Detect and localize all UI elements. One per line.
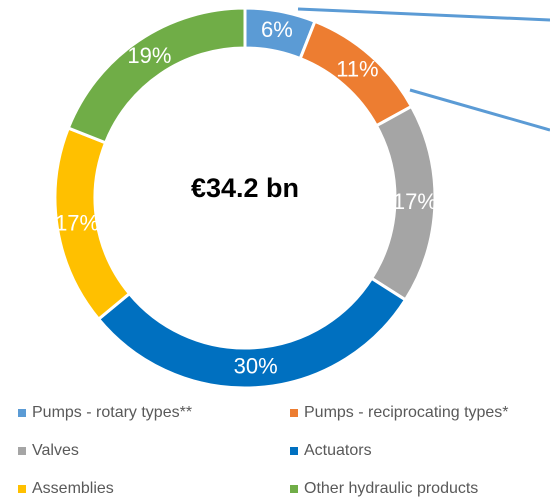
legend-label: Assemblies [32,480,114,497]
legend-swatch [290,409,298,417]
leader-line [297,7,550,22]
legend-swatch [18,447,26,455]
legend-swatch [18,409,26,417]
leader-line [409,88,550,132]
data-label: 17% [55,210,99,235]
donut-segment [66,6,247,145]
legend-label: Other hydraulic products [304,480,478,497]
legend-label: Actuators [304,442,372,459]
data-label: 19% [127,43,171,68]
data-label: 11% [336,56,378,81]
data-label: 30% [234,353,278,378]
legend-label: Pumps - reciprocating types* [304,404,509,421]
data-label: 17% [393,189,437,214]
legend-label: Pumps - rotary types** [32,404,192,421]
legend-label: Valves [32,442,79,459]
legend-swatch [290,485,298,493]
legend-swatch [18,485,26,493]
center-label: €34.2 bn [191,173,299,203]
legend-swatch [290,447,298,455]
data-label: 6% [261,17,293,42]
